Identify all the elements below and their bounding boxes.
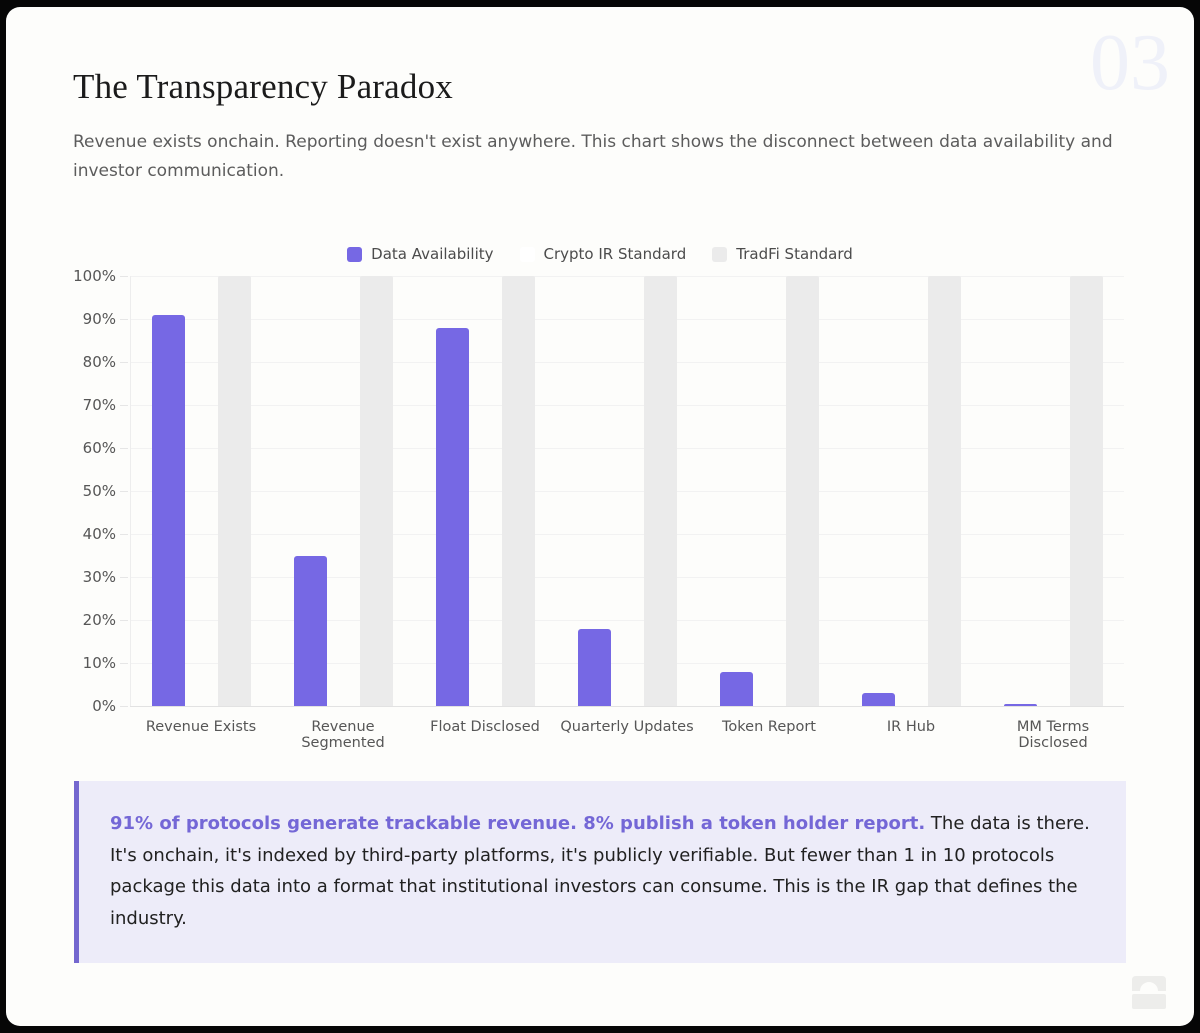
chart-legend: Data Availability Crypto IR Standard TradF…	[6, 245, 1194, 263]
y-tick-mark	[120, 620, 128, 621]
bar-data-availability-revenue-exists	[151, 314, 185, 706]
bar-data-availability-quarterly-updates	[577, 628, 611, 706]
gridline	[130, 620, 1124, 621]
bar-tradfi-standard-revenue-segmented	[359, 276, 393, 706]
gridline	[130, 534, 1124, 535]
gridline	[130, 577, 1124, 578]
bar-data-availability-token-report	[719, 671, 753, 706]
y-tick-label: 20%	[82, 611, 116, 629]
gridline	[130, 276, 1124, 277]
y-tick-label: 50%	[82, 482, 116, 500]
y-axis-line	[130, 276, 131, 706]
gridline	[130, 448, 1124, 449]
y-tick-label: 100%	[73, 267, 116, 285]
y-tick-mark	[120, 319, 128, 320]
x-tick-label-mm-terms-disclosed: MM Terms Disclosed	[1016, 719, 1090, 751]
bar-data-availability-float-disclosed	[435, 327, 469, 706]
y-tick-label: 10%	[82, 654, 116, 672]
y-tick-label: 90%	[82, 310, 116, 328]
bar-data-availability-ir-hub	[861, 693, 895, 706]
bar-groups	[130, 276, 1124, 706]
bar-tradfi-standard-mm-terms-disclosed	[1069, 276, 1103, 706]
y-tick-mark	[120, 405, 128, 406]
y-tick-mark	[120, 706, 128, 707]
gridline	[130, 491, 1124, 492]
legend-item-data-availability: Data Availability	[347, 245, 494, 263]
y-tick-label: 60%	[82, 439, 116, 457]
y-tick-label: 80%	[82, 353, 116, 371]
y-tick-label: 0%	[92, 697, 116, 715]
bar-group-quarterly-updates	[556, 276, 698, 706]
y-tick-mark	[120, 577, 128, 578]
legend-label: TradFi Standard	[736, 245, 853, 263]
x-axis-labels: Revenue Exists Revenue Segmented Float Dis…	[130, 719, 1124, 751]
bar-tradfi-standard-quarterly-updates	[643, 276, 677, 706]
bar-tradfi-standard-revenue-exists	[217, 276, 251, 706]
legend-item-crypto-ir-standard: Crypto IR Standard	[519, 245, 687, 263]
callout-highlight: 91% of protocols generate trackable reve…	[110, 813, 926, 834]
x-tick-label-revenue-segmented: Revenue Segmented	[301, 719, 385, 751]
x-tick-label-revenue-exists: Revenue Exists	[145, 719, 257, 735]
legend-swatch-icon	[712, 246, 728, 262]
legend-label: Data Availability	[371, 245, 494, 263]
page-title: The Transparency Paradox	[73, 67, 453, 106]
bar-group-ir-hub	[840, 276, 982, 706]
gridline	[130, 319, 1124, 320]
y-tick-mark	[120, 276, 128, 277]
bar-tradfi-standard-float-disclosed	[501, 276, 535, 706]
y-tick-mark	[120, 534, 128, 535]
y-tick-label: 40%	[82, 525, 116, 543]
legend-label: Crypto IR Standard	[543, 245, 687, 263]
gridline	[130, 362, 1124, 363]
callout-body: The data is there. It's onchain, it's in…	[110, 813, 1090, 929]
legend-swatch-icon	[347, 246, 363, 262]
y-tick-mark	[120, 448, 128, 449]
bar-data-availability-revenue-segmented	[293, 555, 327, 706]
report-card: 03 The Transparency Paradox Revenue exis…	[6, 7, 1194, 1026]
y-tick-label: 70%	[82, 396, 116, 414]
page-number: 03	[1090, 19, 1170, 107]
legend-swatch-icon	[519, 246, 535, 262]
page-subtitle: Revenue exists onchain. Reporting doesn'…	[73, 132, 1113, 181]
bar-tradfi-standard-token-report	[785, 276, 819, 706]
y-tick-mark	[120, 362, 128, 363]
gridline	[130, 405, 1124, 406]
x-axis-line	[130, 706, 1124, 707]
bar-data-availability-mm-terms-disclosed	[1003, 703, 1037, 706]
x-tick-label-float-disclosed: Float Disclosed	[430, 719, 540, 735]
bar-group-revenue-segmented	[272, 276, 414, 706]
y-tick-mark	[120, 663, 128, 664]
bar-group-token-report	[698, 276, 840, 706]
legend-item-tradfi-standard: TradFi Standard	[712, 245, 853, 263]
brand-logo-icon	[1132, 976, 1166, 1009]
bar-tradfi-standard-ir-hub	[927, 276, 961, 706]
gridline	[130, 663, 1124, 664]
bar-chart-plot-area	[130, 276, 1124, 707]
bar-group-mm-terms-disclosed	[982, 276, 1124, 706]
y-axis-labels: 100% 90% 80% 70% 60% 50% 40% 30% 20% 10% 0%	[6, 267, 128, 715]
x-tick-label-token-report: Token Report	[722, 719, 816, 735]
y-tick-label: 30%	[82, 568, 116, 586]
bar-group-float-disclosed	[414, 276, 556, 706]
bar-group-revenue-exists	[130, 276, 272, 706]
x-tick-label-ir-hub: IR Hub	[886, 719, 936, 735]
callout-box: 91% of protocols generate trackable reve…	[74, 781, 1126, 963]
x-tick-label-quarterly-updates: Quarterly Updates	[560, 719, 694, 735]
y-tick-mark	[120, 491, 128, 492]
